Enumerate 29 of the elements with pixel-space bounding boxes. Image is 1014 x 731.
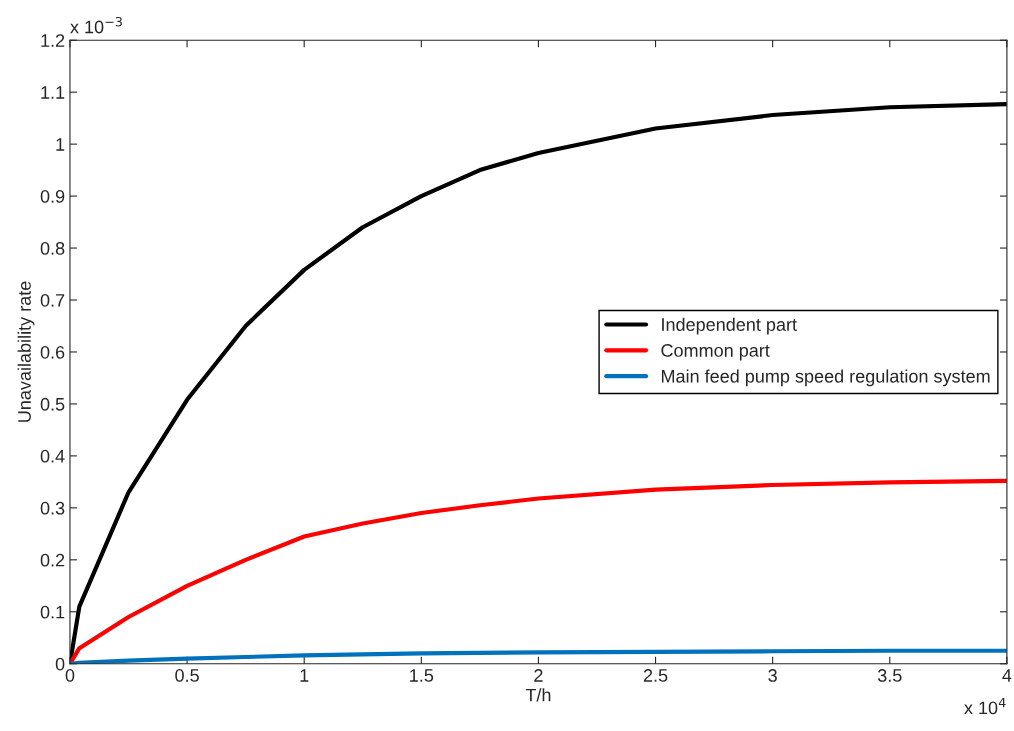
y-tick-label: 1.2: [41, 34, 65, 47]
y-tick-label: 0.3: [40, 501, 65, 515]
y-tick-label: 0.1: [40, 605, 65, 619]
legend-label: Common part: [661, 344, 770, 361]
y-tick-label: 0.7: [40, 293, 65, 307]
x-tick-label: 3: [768, 669, 777, 682]
text: x 10$^{−3}$: [70, 16, 122, 34]
y-tick-label: 0.5: [40, 397, 65, 411]
y-tick-label: 0.6: [40, 345, 65, 359]
x-tick-label: 3.5: [877, 669, 902, 682]
y-tick-label: 0.9: [40, 190, 65, 203]
legend-label: Independent part: [662, 317, 797, 335]
legend-label: Main feed pump speed regulation system: [661, 369, 990, 387]
x-tick-label: 0: [65, 669, 75, 682]
y-tick-label: 1: [56, 138, 65, 151]
x-tick-label: 4: [1002, 669, 1012, 682]
y-tick-label: 0.2: [40, 553, 65, 567]
y-tick-label: 1.1: [41, 86, 65, 99]
x-tick-label: 1: [300, 669, 309, 682]
y-axis-title: Unavailability rate: [17, 281, 35, 422]
x-tick-label: 0.5: [175, 669, 199, 682]
x-tick-label: 1.5: [410, 669, 434, 682]
y-tick-label: 0.8: [40, 241, 65, 255]
x-tick-label: 2.5: [643, 669, 668, 682]
y-tick-label: 0.4: [40, 449, 65, 463]
text: x 10$^{4}$: [964, 698, 1006, 715]
x-tick-label: 2: [534, 669, 543, 682]
x-axis-title: T/h: [525, 688, 551, 702]
y-tick-label: 0: [55, 657, 65, 671]
